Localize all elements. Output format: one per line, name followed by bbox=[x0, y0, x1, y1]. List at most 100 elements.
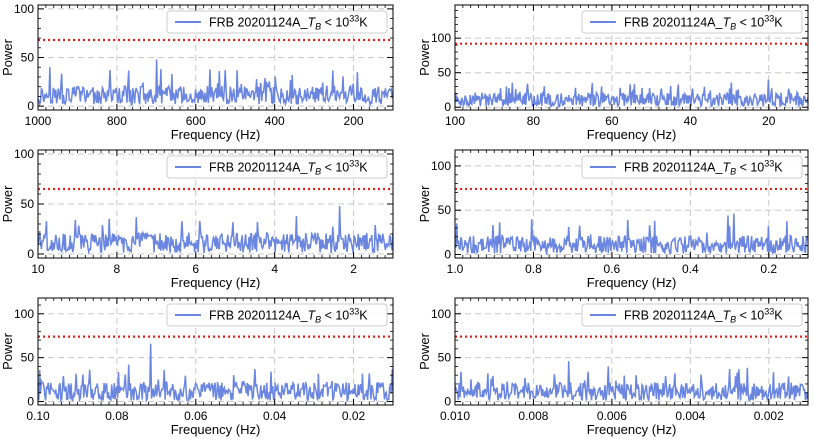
legend-tb: T bbox=[722, 161, 731, 175]
x-axis-label: Frequency (Hz) bbox=[171, 127, 261, 142]
legend-exponent: 33 bbox=[764, 159, 774, 169]
legend-tb: T bbox=[307, 161, 316, 175]
y-tick-label: 50 bbox=[21, 51, 35, 65]
x-tick-label: 0.4 bbox=[682, 262, 699, 276]
legend-unit: K bbox=[359, 309, 368, 323]
y-tick-label: 50 bbox=[21, 197, 35, 211]
legend-relation: < 10 bbox=[321, 161, 349, 175]
legend-label: FRB 20201124A_TB < 1033K bbox=[624, 159, 783, 177]
legend-tb: T bbox=[307, 309, 316, 323]
x-tick-label: 800 bbox=[107, 114, 127, 128]
legend-tb-sub: B bbox=[315, 167, 321, 177]
ticks: 0.10 0.08 0.06 0.04 0.02 0 50 100 bbox=[14, 298, 394, 423]
legend-label: FRB 20201124A_TB < 1033K bbox=[209, 159, 368, 177]
x-axis-label: Frequency (Hz) bbox=[587, 275, 677, 290]
x-tick-label: 0.6 bbox=[604, 262, 621, 276]
legend-tb: T bbox=[722, 309, 731, 323]
y-tick-label: 100 bbox=[14, 2, 34, 16]
y-tick-label: 50 bbox=[21, 351, 35, 365]
legend-tb-sub: B bbox=[315, 315, 321, 325]
ticks: 1.0 0.8 0.6 0.4 0.2 0 50 100 bbox=[431, 150, 809, 276]
panel-4: 1.0 0.8 0.6 0.4 0.2 0 50 100 Frequency (Hz) Power… bbox=[417, 149, 809, 290]
legend-label: FRB 20201124A_TB < 1033K bbox=[209, 307, 368, 325]
legend-exponent: 33 bbox=[349, 14, 359, 24]
y-tick-label: 0 bbox=[444, 247, 451, 261]
axes-frame bbox=[454, 149, 809, 259]
legend-name: FRB 20201124A_ bbox=[624, 16, 723, 30]
legend-exponent: 33 bbox=[349, 307, 359, 317]
x-tick-label: 0.8 bbox=[525, 262, 542, 276]
x-tick-label: 10 bbox=[31, 262, 45, 276]
panel-5: 0.10 0.08 0.06 0.04 0.02 0 50 100 Frequency (Hz)… bbox=[0, 297, 394, 437]
power-series-line bbox=[38, 343, 393, 404]
y-tick-label: 0 bbox=[27, 247, 34, 261]
panel-2: 100 80 60 40 20 0 50 100 Frequency (Hz) Power FRB … bbox=[417, 4, 809, 142]
legend-unit: K bbox=[774, 309, 783, 323]
x-tick-label: 0.006 bbox=[597, 409, 627, 423]
legend-relation: < 10 bbox=[736, 16, 764, 30]
legend-relation: < 10 bbox=[321, 309, 349, 323]
y-tick-label: 0 bbox=[444, 100, 451, 114]
legend-tb-sub: B bbox=[730, 315, 736, 325]
x-tick-label: 8 bbox=[114, 262, 121, 276]
x-tick-label: 2 bbox=[350, 262, 357, 276]
y-axis-label: Power bbox=[417, 332, 432, 370]
y-tick-label: 50 bbox=[438, 203, 452, 217]
legend-box bbox=[581, 303, 803, 327]
x-tick-label: 0.08 bbox=[105, 409, 129, 423]
y-tick-label: 50 bbox=[438, 66, 452, 80]
legend-exponent: 33 bbox=[764, 307, 774, 317]
x-tick-label: 0.06 bbox=[184, 409, 208, 423]
legend-unit: K bbox=[774, 16, 783, 30]
power-series-line bbox=[455, 213, 808, 257]
legend-tb-sub: B bbox=[730, 167, 736, 177]
x-tick-label: 0.010 bbox=[440, 409, 470, 423]
y-tick-label: 100 bbox=[431, 307, 451, 321]
legend-exponent: 33 bbox=[764, 14, 774, 24]
legend: FRB 20201124A_TB < 1033K bbox=[166, 10, 388, 34]
x-tick-label: 80 bbox=[527, 114, 541, 128]
legend-name: FRB 20201124A_ bbox=[624, 309, 723, 323]
legend-label: FRB 20201124A_TB < 1033K bbox=[209, 14, 368, 32]
axes-frame bbox=[454, 4, 809, 111]
x-tick-label: 1000 bbox=[25, 114, 52, 128]
ticks: 100 80 60 40 20 0 50 100 bbox=[431, 5, 809, 128]
legend: FRB 20201124A_TB < 1033K bbox=[166, 155, 388, 179]
x-tick-label: 6 bbox=[192, 262, 199, 276]
y-tick-label: 100 bbox=[431, 159, 451, 173]
x-tick-label: 0.10 bbox=[26, 409, 50, 423]
y-tick-label: 0 bbox=[27, 99, 34, 113]
x-tick-label: 0.2 bbox=[760, 262, 777, 276]
legend-label: FRB 20201124A_TB < 1033K bbox=[624, 14, 783, 32]
legend-box bbox=[581, 155, 803, 179]
y-axis-label: Power bbox=[0, 38, 15, 76]
x-tick-label: 1.0 bbox=[447, 262, 464, 276]
axes-frame bbox=[37, 297, 394, 406]
ticks: 10 8 6 4 2 0 50 100 bbox=[14, 147, 394, 276]
legend-relation: < 10 bbox=[321, 16, 349, 30]
panel-6: 0.010 0.008 0.006 0.004 0.002 0 50 100 Frequency… bbox=[417, 297, 809, 437]
legend-box bbox=[166, 303, 388, 327]
x-tick-label: 0.04 bbox=[263, 409, 287, 423]
panel-3: 10 8 6 4 2 0 50 100 Frequency (Hz) Power FRB 20201… bbox=[0, 147, 394, 290]
x-tick-label: 0.004 bbox=[675, 409, 705, 423]
x-tick-label: 100 bbox=[445, 114, 465, 128]
legend-unit: K bbox=[359, 16, 368, 30]
legend-name: FRB 20201124A_ bbox=[209, 309, 308, 323]
legend-tb: T bbox=[722, 16, 731, 30]
power-series-line bbox=[38, 205, 393, 255]
legend-exponent: 33 bbox=[349, 159, 359, 169]
x-tick-label: 0.008 bbox=[518, 409, 548, 423]
legend-unit: K bbox=[774, 161, 783, 175]
legend-tb-sub: B bbox=[730, 22, 736, 32]
y-axis-label: Power bbox=[417, 38, 432, 76]
x-tick-label: 60 bbox=[605, 114, 619, 128]
y-tick-label: 100 bbox=[431, 31, 451, 45]
x-tick-label: 20 bbox=[762, 114, 776, 128]
grid bbox=[455, 5, 808, 110]
ticks: 1000 800 600 400 200 0 50 100 bbox=[14, 2, 394, 128]
x-tick-label: 0.02 bbox=[342, 409, 366, 423]
x-tick-label: 200 bbox=[344, 114, 364, 128]
y-axis-label: Power bbox=[0, 185, 15, 223]
